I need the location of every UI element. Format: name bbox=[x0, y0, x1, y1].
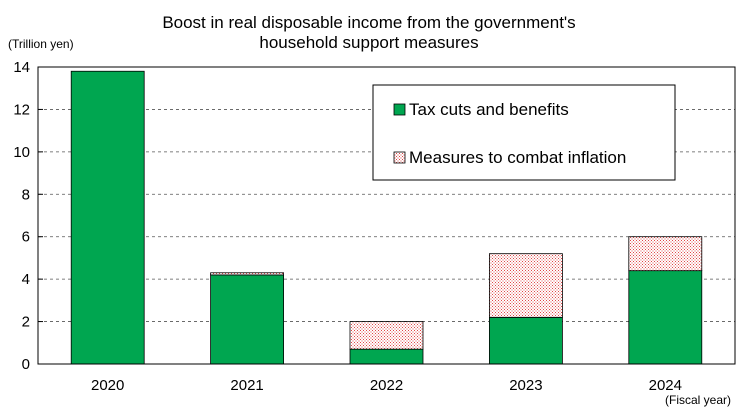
y-tick-label: 8 bbox=[22, 186, 30, 203]
bar-inflation-measures-2022 bbox=[350, 322, 423, 350]
y-tick-label: 4 bbox=[22, 271, 30, 288]
legend-label: Tax cuts and benefits bbox=[409, 100, 569, 119]
bar-tax-cuts-2023 bbox=[489, 317, 562, 364]
legend: Tax cuts and benefits Measures to combat … bbox=[373, 85, 675, 180]
legend-swatch bbox=[394, 152, 405, 163]
y-tick-label: 12 bbox=[13, 101, 30, 118]
bar-tax-cuts-2021 bbox=[211, 275, 284, 364]
bar-inflation-measures-2024 bbox=[629, 237, 702, 271]
y-tick-label: 6 bbox=[22, 229, 30, 246]
y-tick-label: 14 bbox=[13, 59, 30, 76]
x-tick-label: 2022 bbox=[370, 377, 403, 394]
bar-tax-cuts-2022 bbox=[350, 349, 423, 364]
y-tick-label: 2 bbox=[22, 314, 30, 331]
bar-inflation-measures-2023 bbox=[489, 254, 562, 318]
legend-swatch bbox=[394, 104, 405, 115]
bar-inflation-measures-2021 bbox=[211, 273, 284, 275]
x-tick-label: 2024 bbox=[649, 377, 682, 394]
bar-tax-cuts-2024 bbox=[629, 271, 702, 364]
y-tick-label: 0 bbox=[22, 356, 30, 373]
legend-label: Measures to combat inflation bbox=[409, 148, 626, 167]
x-tick-label: 2023 bbox=[509, 377, 542, 394]
x-tick-label: 2020 bbox=[91, 377, 124, 394]
y-tick-label: 10 bbox=[13, 144, 30, 161]
x-tick-label: 2021 bbox=[230, 377, 263, 394]
bar-tax-cuts-2020 bbox=[71, 71, 144, 364]
